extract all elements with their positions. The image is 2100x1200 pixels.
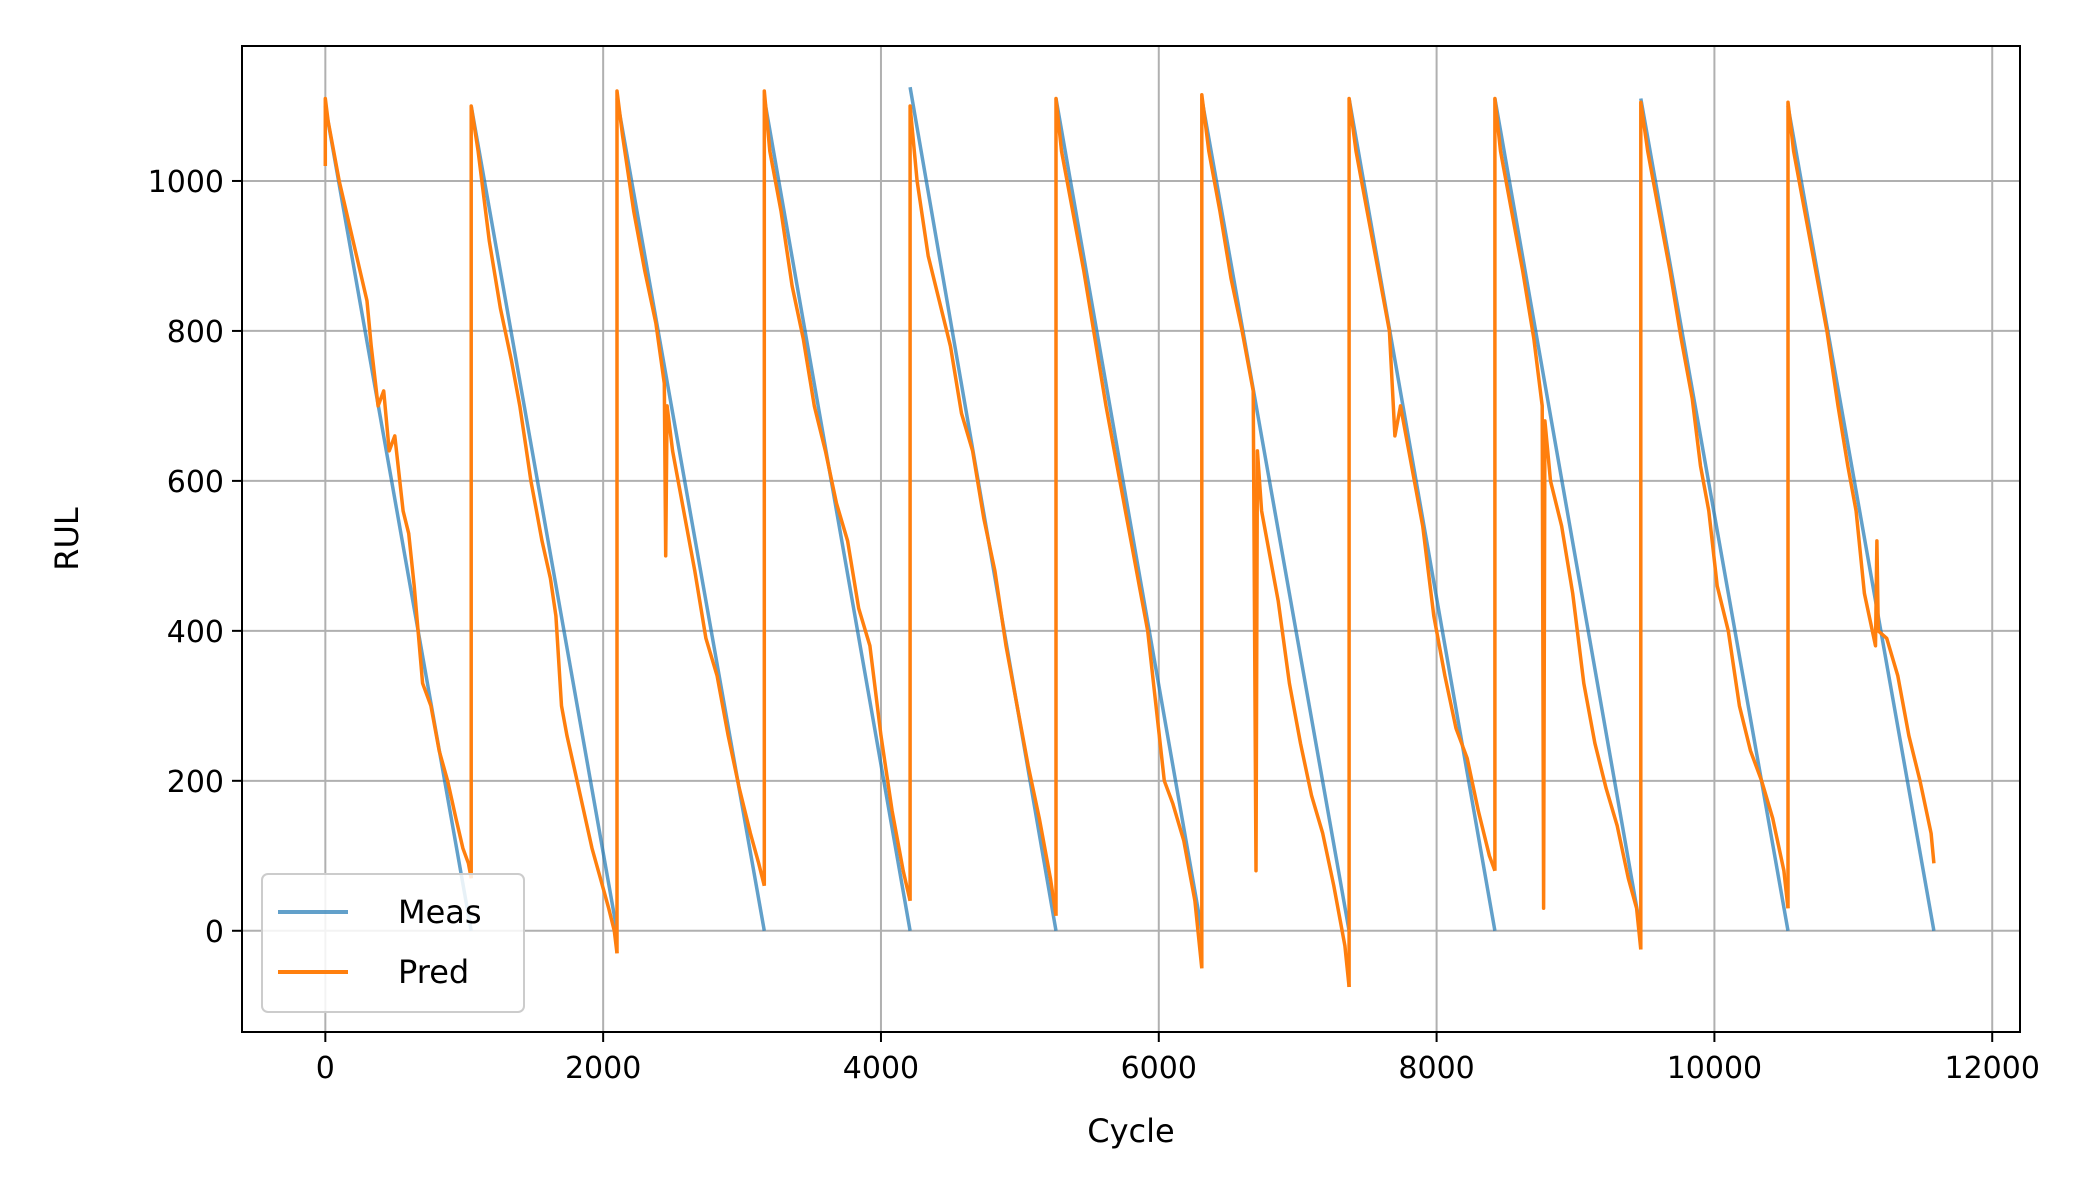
series-line-pred [323,96,473,879]
series-line-pred [1347,96,1497,987]
series-layer [323,86,1936,988]
series-line-meas [1493,98,1643,932]
x-tick-label: 8000 [1398,1051,1474,1086]
x-tick-label: 12000 [1945,1051,2040,1086]
series-line-pred [1786,100,1936,909]
series-line-pred [1493,96,1643,950]
x-tick-label: 2000 [565,1051,641,1086]
plot-frame [241,45,2021,1033]
y-tick-label: 800 [167,315,224,350]
series-line-meas [1054,98,1204,932]
x-tick-label: 6000 [1121,1051,1197,1086]
series-pred [323,89,1936,988]
y-tick-label: 1000 [148,165,224,200]
legend-label-meas: Meas [398,893,482,931]
y-axis-title: RUL [48,507,86,571]
x-tick-label: 4000 [843,1051,919,1086]
legend: Meas Pred [261,873,525,1013]
series-line-pred [1054,96,1204,969]
x-axis-title: Cycle [1087,1112,1174,1150]
series-line-meas [323,105,473,932]
series-line-meas [762,98,912,932]
y-tick-label: 600 [167,465,224,500]
series-line-pred [762,89,912,902]
y-tick-label: 200 [167,765,224,800]
ticks: 0 2000 4000 6000 8000 10000 12000 0 200 400 600 800… [148,165,2040,1086]
grid [242,46,2020,1032]
legend-box [261,873,525,1013]
legend-label-pred: Pred [398,953,469,991]
series-line-pred [615,89,766,954]
series-line-meas [1200,98,1351,932]
series-line-meas [469,105,619,932]
x-tick-label: 10000 [1667,1051,1762,1086]
series-line-pred [1200,92,1351,988]
series-line-pred [469,104,619,954]
y-tick-label: 400 [167,615,224,650]
series-line-pred [1639,100,1790,950]
y-tick-label: 0 [205,915,224,950]
series-line-pred [908,104,1058,917]
x-tick-label: 0 [316,1051,335,1086]
